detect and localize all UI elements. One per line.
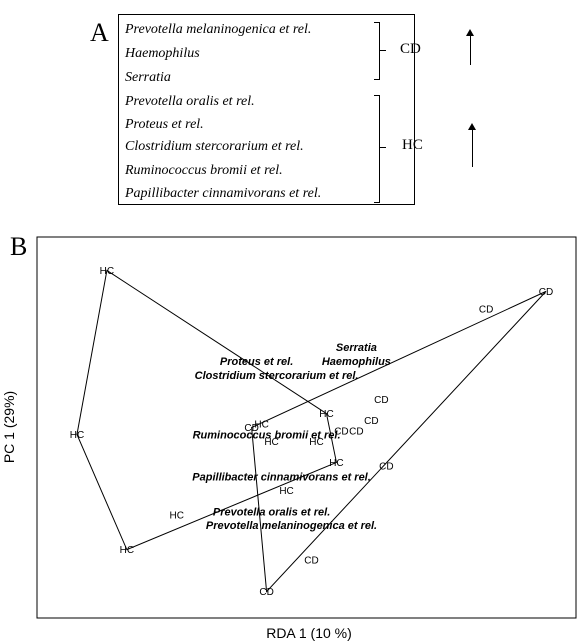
sample-point-cd: CD [379, 461, 393, 472]
species-label: Prevotella melaninogenica et rel. [206, 520, 377, 532]
legend-taxon: Prevotella oralis et rel. [125, 94, 255, 109]
y-axis-label: PC 1 (29%) [1, 391, 17, 463]
legend-taxon: Clostridium stercorarium et rel. [125, 139, 304, 154]
hc-bracket-tick [380, 147, 386, 148]
hull-layer [76, 269, 547, 593]
sample-point-cd: CD [334, 426, 348, 437]
panel-a-letter: A [90, 18, 109, 47]
sample-point-cd: CD [539, 287, 553, 298]
legend-taxon: Prevotella melaninogenica et rel. [125, 22, 312, 37]
legend-taxon: Haemophilus [125, 46, 200, 61]
legend-taxon: Papillibacter cinnamivorans et rel. [125, 186, 322, 201]
sample-point-cd: CD [364, 416, 378, 427]
panel-b-letter: B [10, 232, 28, 261]
sample-point-hc: HC [100, 266, 114, 277]
taxa-legend-box: Prevotella melaninogenica et rel. Haemop… [118, 14, 476, 205]
legend-taxon: Proteus et rel. [125, 117, 204, 132]
species-label: Serratia [336, 342, 377, 354]
hull-hc [76, 269, 338, 551]
cd-up-arrow-line [470, 35, 471, 65]
cd-group-label: CD [400, 41, 421, 57]
hull-cd [251, 290, 547, 593]
cd-up-arrow-icon [466, 29, 474, 36]
sample-point-cd: CD [374, 395, 388, 406]
sample-point-hc: HC [264, 437, 278, 448]
sample-point-hc: HC [279, 486, 293, 497]
species-label: Prevotella oralis et rel. [213, 506, 330, 518]
sample-point-cd: CD [479, 304, 493, 315]
sample-point-hc: HC [70, 430, 84, 441]
hc-bracket [374, 95, 380, 203]
cd-bracket [374, 22, 380, 80]
species-label: Haemophilus [322, 356, 391, 368]
sample-point-hc: HC [254, 420, 268, 431]
legend-taxon: Ruminococcus bromii et rel. [125, 163, 283, 178]
species-label: Ruminococcus bromii et rel. [193, 429, 341, 441]
sample-point-hc: HC [170, 510, 184, 521]
sample-point-hc: HC [309, 437, 323, 448]
plot-frame [36, 236, 577, 619]
x-axis-label: RDA 1 (10 %) [266, 625, 352, 641]
hc-up-arrow-icon [468, 123, 476, 130]
sample-point-cd: CD [244, 423, 258, 434]
hc-group-label: HC [402, 137, 423, 153]
sample-point-cd: CD [349, 426, 363, 437]
sample-point-hc: HC [319, 409, 333, 420]
sample-point-hc: HC [329, 458, 343, 469]
hc-up-arrow-line [472, 129, 473, 167]
species-label: Clostridium stercorarium et rel. [195, 370, 359, 382]
species-layer: Serratia Haemophilus Proteus et rel. Clostr… [192, 342, 391, 532]
cd-bracket-tick [380, 50, 386, 51]
sample-point-cd: CD [259, 587, 273, 598]
legend-taxon: Serratia [125, 70, 171, 85]
species-label: Papillibacter cinnamivorans et rel. [192, 471, 371, 483]
sample-point-cd: CD [304, 556, 318, 567]
species-label: Proteus et rel. [220, 356, 293, 368]
sample-point-hc: HC [120, 545, 134, 556]
